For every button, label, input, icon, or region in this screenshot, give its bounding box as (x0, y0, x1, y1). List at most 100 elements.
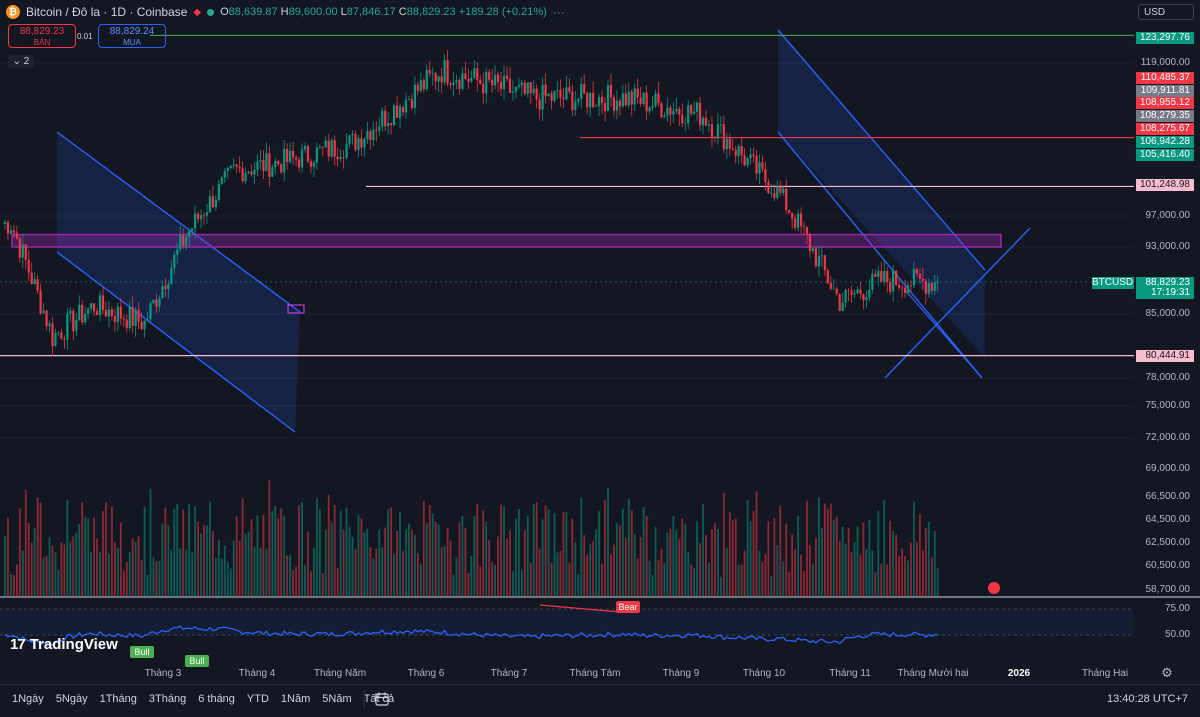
range-button[interactable]: 3Tháng (148, 693, 187, 705)
candle-body (502, 75, 506, 90)
volume-bar (393, 554, 396, 596)
candle-body (63, 338, 66, 340)
indicator-toggle[interactable]: ⌄ 2 (8, 55, 34, 68)
candle-body (324, 140, 327, 148)
volume-bar (714, 523, 716, 596)
volume-bar (188, 504, 191, 596)
candle-body (274, 160, 277, 168)
volume-bar (856, 526, 859, 596)
candle-body (856, 289, 859, 294)
volume-bar (348, 527, 351, 596)
volume-bar (553, 512, 556, 596)
candle-body (303, 146, 307, 150)
candle-body (862, 293, 865, 301)
sell-button[interactable]: 88,829.23 BÁN (8, 24, 76, 48)
volume-bar (877, 510, 880, 596)
candle-body (568, 87, 571, 92)
candle-body (672, 111, 675, 115)
candle-body (244, 173, 247, 182)
candle-body (253, 169, 256, 175)
time-tick: Tháng 10 (742, 668, 786, 679)
volume-bar (194, 506, 196, 596)
candle-body (339, 157, 342, 160)
volume-bar (910, 542, 912, 596)
range-button[interactable]: 1Năm (280, 693, 311, 705)
candle-body (538, 99, 541, 110)
candle-body (452, 82, 455, 86)
candle-body (782, 188, 785, 193)
candle-body (98, 295, 102, 315)
volume-bar (610, 554, 612, 596)
candle-body (256, 161, 259, 170)
volume-bar (375, 548, 378, 596)
candle-body (618, 100, 621, 107)
channel-upper-1 (56, 131, 301, 313)
range-button[interactable]: 1Ngày (12, 693, 44, 705)
price-tick: 66,500.00 (1145, 491, 1191, 502)
candle-body (170, 268, 173, 285)
flag-icon[interactable]: ◆ (193, 6, 202, 18)
volume-bar (921, 550, 924, 596)
settings-gear-icon[interactable]: ⚙ (1161, 665, 1173, 680)
candle-body (544, 84, 547, 97)
candle-body (707, 124, 711, 126)
volume-bar (155, 561, 158, 596)
candle-body (550, 93, 553, 101)
candle-body (179, 235, 182, 250)
volume-bar (10, 573, 12, 596)
volume-bar (229, 568, 232, 596)
volume-bar (503, 506, 505, 596)
candle-body (164, 285, 167, 290)
volume-bar (42, 557, 45, 596)
clock-timezone[interactable]: 13:40:28 UTC+7 (1106, 693, 1188, 705)
range-button[interactable]: YTD (246, 693, 269, 705)
candle-body (693, 111, 696, 114)
volume-bar (823, 503, 826, 596)
currency-select[interactable]: USD (1138, 4, 1194, 20)
candle-body (292, 150, 295, 158)
symbol-title[interactable]: Bitcoin / Đô la · 1D · Coinbase (26, 5, 188, 19)
volume-bar (87, 518, 90, 596)
tradingview-logo[interactable]: 17 TradingView (10, 636, 118, 653)
buy-button[interactable]: 88,829.24 MUA (98, 24, 166, 48)
candle-body (211, 196, 215, 208)
range-button[interactable]: 5Ngày (55, 693, 88, 705)
range-button[interactable]: Tất cả (363, 693, 395, 705)
candle-body (612, 97, 616, 111)
time-tick: Tháng 6 (407, 668, 445, 679)
volume-bar (743, 550, 746, 596)
volume-bar (30, 542, 33, 596)
candle-body (485, 72, 488, 94)
range-button[interactable]: 6 tháng (198, 693, 235, 705)
candle-body (422, 80, 425, 90)
candle-body (799, 213, 803, 227)
candle-body (116, 306, 119, 322)
candle-body (704, 117, 708, 126)
candle-body (820, 255, 823, 257)
calendar-icon[interactable] (374, 691, 390, 707)
candle-body (366, 131, 369, 140)
volume-bar (678, 538, 681, 596)
range-button[interactable]: 5Năm (322, 693, 352, 705)
candle-body (188, 231, 191, 237)
price-tick: 97,000.00 (1145, 210, 1191, 221)
volume-bar (779, 505, 782, 596)
volume-bar (149, 488, 152, 596)
candle-body (134, 309, 137, 326)
candle-body (871, 274, 874, 290)
candle-body (606, 85, 610, 112)
volume-bar (102, 511, 104, 596)
time-tick: Tháng Năm (313, 668, 367, 679)
range-button[interactable]: 1Tháng (99, 693, 137, 705)
more-icon[interactable]: ··· (552, 5, 565, 19)
volume-bar (604, 500, 606, 596)
volume-bar (538, 548, 541, 596)
volume-bar (244, 533, 247, 596)
volume-bar (803, 571, 805, 596)
candle-body (897, 285, 901, 288)
candle-body (33, 279, 36, 285)
volume-bar (327, 494, 330, 596)
volume-bar (209, 501, 211, 596)
